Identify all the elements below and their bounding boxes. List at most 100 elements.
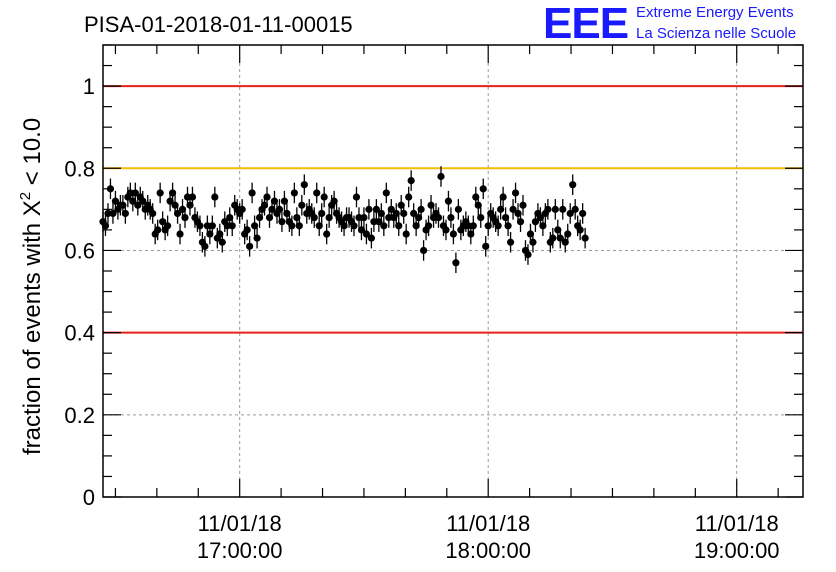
data-point bbox=[561, 238, 569, 246]
data-point bbox=[300, 181, 308, 189]
data-point bbox=[494, 222, 502, 230]
data-point bbox=[380, 222, 388, 230]
data-point bbox=[188, 193, 197, 201]
data-point bbox=[360, 213, 368, 222]
data-point bbox=[268, 205, 276, 213]
data-point bbox=[283, 209, 291, 218]
data-point bbox=[482, 242, 490, 250]
data-point bbox=[270, 197, 279, 205]
data-point bbox=[509, 205, 517, 213]
data-point bbox=[474, 201, 482, 209]
data-point bbox=[196, 222, 204, 230]
data-point bbox=[511, 189, 520, 197]
data-point bbox=[159, 218, 167, 226]
data-point bbox=[571, 205, 579, 213]
data-point bbox=[119, 201, 127, 209]
data-point bbox=[218, 238, 226, 246]
data-point bbox=[531, 218, 540, 226]
data-point bbox=[395, 222, 403, 230]
data-point bbox=[370, 218, 378, 226]
data-point bbox=[173, 209, 182, 218]
data-point bbox=[154, 226, 162, 234]
x-tick-date-label: 11/01/18 bbox=[695, 511, 779, 536]
x-tick-time-label: 18:00:00 bbox=[445, 538, 531, 563]
data-point bbox=[544, 205, 552, 213]
data-point bbox=[367, 234, 376, 242]
data-point bbox=[288, 222, 296, 230]
data-point bbox=[171, 201, 179, 209]
data-point bbox=[400, 209, 408, 218]
data-point bbox=[472, 193, 480, 201]
x-tick-date-label: 11/01/18 bbox=[446, 511, 530, 536]
data-point bbox=[362, 230, 371, 238]
data-point bbox=[313, 189, 321, 197]
run-title: PISA-01-2018-01-11-00015 bbox=[84, 12, 353, 37]
data-point bbox=[208, 222, 216, 230]
data-point bbox=[168, 189, 177, 197]
data-point bbox=[539, 222, 547, 230]
data-point bbox=[318, 209, 326, 218]
data-point bbox=[278, 218, 286, 226]
data-point bbox=[330, 197, 338, 205]
data-point bbox=[181, 213, 189, 222]
data-point bbox=[223, 222, 231, 230]
data-point bbox=[260, 201, 269, 209]
logo-line-1: Extreme Energy Events bbox=[636, 4, 794, 21]
data-point bbox=[477, 213, 485, 222]
y-tick-label: 1 bbox=[83, 74, 95, 99]
y-tick-label: 0.6 bbox=[64, 238, 95, 263]
data-point bbox=[166, 197, 174, 205]
data-point bbox=[447, 213, 455, 222]
data-point bbox=[250, 222, 259, 230]
data-point bbox=[355, 213, 363, 222]
data-point bbox=[442, 226, 450, 234]
data-point bbox=[121, 209, 129, 218]
data-point bbox=[310, 213, 318, 222]
data-point bbox=[243, 226, 251, 234]
data-point bbox=[357, 226, 366, 234]
data-point bbox=[497, 205, 505, 213]
data-point bbox=[407, 177, 415, 185]
data-point bbox=[566, 209, 574, 218]
data-point bbox=[109, 209, 117, 218]
data-point bbox=[576, 226, 584, 234]
data-point bbox=[365, 205, 373, 213]
data-point bbox=[424, 222, 433, 230]
data-point bbox=[238, 205, 246, 213]
eee-logo-mark: EEE bbox=[543, 0, 629, 48]
data-point bbox=[464, 222, 472, 230]
data-point bbox=[104, 209, 112, 218]
data-point bbox=[340, 222, 348, 230]
data-point bbox=[320, 193, 328, 201]
y-tick-label: 0.2 bbox=[64, 403, 95, 428]
data-point bbox=[275, 205, 284, 213]
data-point bbox=[201, 242, 209, 250]
data-point bbox=[216, 230, 224, 238]
data-point bbox=[315, 222, 323, 230]
data-point bbox=[134, 201, 142, 209]
data-point bbox=[372, 205, 380, 213]
data-point bbox=[516, 218, 525, 226]
data-point bbox=[382, 189, 390, 197]
data-point bbox=[444, 197, 453, 205]
data-point bbox=[506, 238, 515, 246]
data-point bbox=[410, 209, 418, 218]
data-point bbox=[298, 201, 306, 209]
data-point bbox=[186, 201, 194, 209]
data-point bbox=[569, 181, 577, 189]
data-point bbox=[176, 230, 184, 238]
y-tick-label: 0.8 bbox=[64, 156, 95, 181]
data-point bbox=[581, 234, 589, 242]
data-point bbox=[484, 222, 492, 230]
data-point bbox=[449, 230, 458, 238]
data-point bbox=[263, 193, 271, 201]
data-point bbox=[467, 230, 475, 238]
data-point bbox=[549, 234, 557, 242]
data-point bbox=[293, 213, 301, 222]
y-tick-label: 0 bbox=[83, 485, 95, 510]
data-point bbox=[504, 222, 512, 230]
data-point bbox=[385, 213, 393, 222]
data-point bbox=[499, 193, 507, 201]
data-point bbox=[156, 189, 164, 197]
